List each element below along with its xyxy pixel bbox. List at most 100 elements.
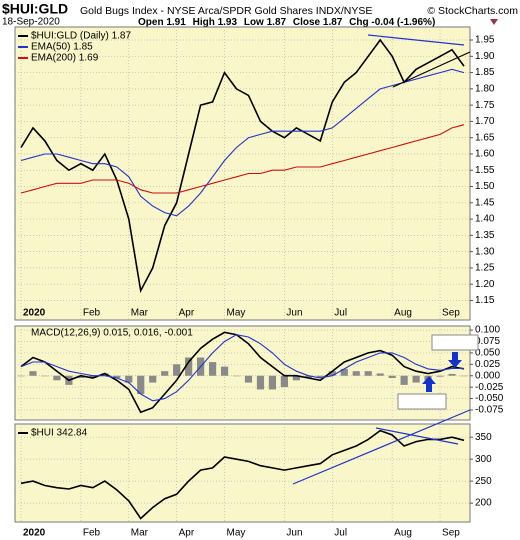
x-tick-label: 2020	[23, 528, 46, 539]
y-tick-label: 1.50	[475, 181, 495, 192]
y-tick-label: 1.15	[475, 295, 495, 306]
histogram-bar	[185, 357, 193, 376]
trendlines	[292, 34, 471, 485]
histogram-bar	[448, 373, 456, 376]
histogram-bar	[89, 375, 97, 379]
quote-item: Chg -0.04 (-1.96%)	[349, 17, 435, 28]
y-tick-label: 1.40	[475, 214, 495, 225]
y-tick-label: 1.85	[475, 67, 495, 78]
histogram-bar	[268, 375, 277, 390]
y-tick-label: 1.95	[475, 35, 495, 46]
legend-label: $HUI:GLD (Daily) 1.87	[31, 31, 131, 42]
x-tick-label: Mar	[131, 528, 149, 539]
description: Gold Bugs Index - NYSE Arca/SPDR Gold Sh…	[80, 5, 372, 17]
histogram-bar	[352, 371, 360, 376]
histogram-bar	[400, 375, 408, 385]
histogram-bar	[137, 375, 145, 394]
annotation-box	[397, 393, 447, 410]
y-tick-label: 1.80	[475, 83, 495, 94]
trendline	[367, 34, 465, 46]
annotation-box	[431, 334, 479, 351]
plot-area	[14, 26, 471, 321]
series-line	[20, 331, 465, 414]
panel-title: MACD(12,26,9) 0.015, 0.016, -0.001	[31, 328, 193, 339]
y-tick-label: 1.90	[475, 51, 495, 62]
x-tick-label: May	[227, 528, 246, 539]
x-tick-label: Mar	[131, 308, 149, 319]
trendline	[392, 51, 471, 88]
x-tick-label: Jun	[286, 308, 302, 319]
histogram-bar	[244, 375, 253, 383]
histogram-bar	[29, 371, 37, 376]
x-tick-label: Aug	[394, 308, 412, 319]
quote-item: Open 1.91	[138, 17, 186, 28]
x-tick-label: Jun	[286, 528, 302, 539]
y-tick-label: 0.075	[475, 336, 500, 347]
y-tick-label: 300	[475, 454, 492, 465]
y-tick-label: 1.25	[475, 263, 495, 274]
histogram-bar	[17, 375, 25, 377]
histogram-bar	[113, 375, 121, 379]
legend-label: EMA(50) 1.85	[31, 42, 93, 53]
histogram-bar	[340, 368, 348, 376]
histogram-bar	[41, 375, 49, 377]
y-tick-label: 250	[475, 476, 492, 487]
down-triangle	[490, 19, 498, 25]
series-line	[20, 429, 465, 520]
histogram-bar	[436, 375, 444, 377]
histogram-bar	[220, 366, 229, 376]
histogram-bar	[208, 362, 217, 376]
histogram-bar	[364, 371, 372, 376]
series-line	[20, 334, 464, 402]
x-tick-label: Jul	[334, 308, 347, 319]
symbol: $HUI:GLD	[2, 1, 68, 17]
y-tick-label: 350	[475, 432, 492, 443]
x-tick-label: Feb	[83, 308, 101, 319]
x-tick-label: Apr	[179, 528, 195, 539]
histogram-bar	[125, 375, 133, 383]
x-tick-label: May	[227, 308, 246, 319]
y-tick-label: 1.75	[475, 100, 495, 111]
series-line	[20, 38, 465, 294]
x-tick-label: Apr	[179, 308, 195, 319]
y-tick-label: 200	[475, 498, 492, 509]
y-tick-label: 0.100	[475, 325, 500, 336]
series-line	[20, 124, 465, 194]
series-line	[20, 68, 465, 217]
credit: © StockCharts.com	[427, 5, 518, 17]
quote-item: High 1.93	[193, 17, 238, 28]
annotation-arrows	[397, 334, 479, 410]
panels: 1.15 1.20 1.25 1.30 1.35 1.40 1.45 1.50 1.55 1.60…	[14, 26, 504, 539]
trendline	[292, 409, 471, 485]
histogram-bar	[292, 375, 300, 381]
x-tick-label: 2020	[23, 308, 46, 319]
histogram-bar	[256, 375, 265, 390]
legend-label: $HUI 342.84	[31, 428, 88, 439]
arrow	[422, 376, 436, 392]
histogram-bar	[376, 373, 384, 376]
y-tick-label: -0.075	[475, 405, 504, 416]
y-tick-label: 1.70	[475, 116, 495, 127]
histogram-bar	[280, 375, 288, 388]
y-tick-label: 0.000	[475, 370, 500, 381]
histogram-bar	[173, 364, 181, 376]
histogram-bar	[101, 373, 109, 376]
x-tick-label: Sep	[442, 528, 460, 539]
x-tick-label: Sep	[442, 308, 460, 319]
x-tick-label: Aug	[394, 528, 412, 539]
y-tick-label: 1.30	[475, 246, 495, 257]
y-tick-label: 1.60	[475, 149, 495, 160]
histogram-bar	[161, 371, 169, 376]
histogram-bar	[388, 375, 396, 379]
y-tick-label: 0.025	[475, 359, 500, 370]
x-tick-label: Jul	[334, 528, 347, 539]
y-tick-label: 1.55	[475, 165, 495, 176]
histogram-bar	[77, 375, 85, 379]
plot-area	[14, 423, 471, 523]
date: 18-Sep-2020	[2, 17, 60, 28]
legend-label: EMA(200) 1.69	[31, 53, 99, 64]
histogram-bar	[412, 375, 420, 383]
quote: Open 1.91 High 1.93 Low 1.87 Close 1.87 …	[138, 17, 435, 28]
